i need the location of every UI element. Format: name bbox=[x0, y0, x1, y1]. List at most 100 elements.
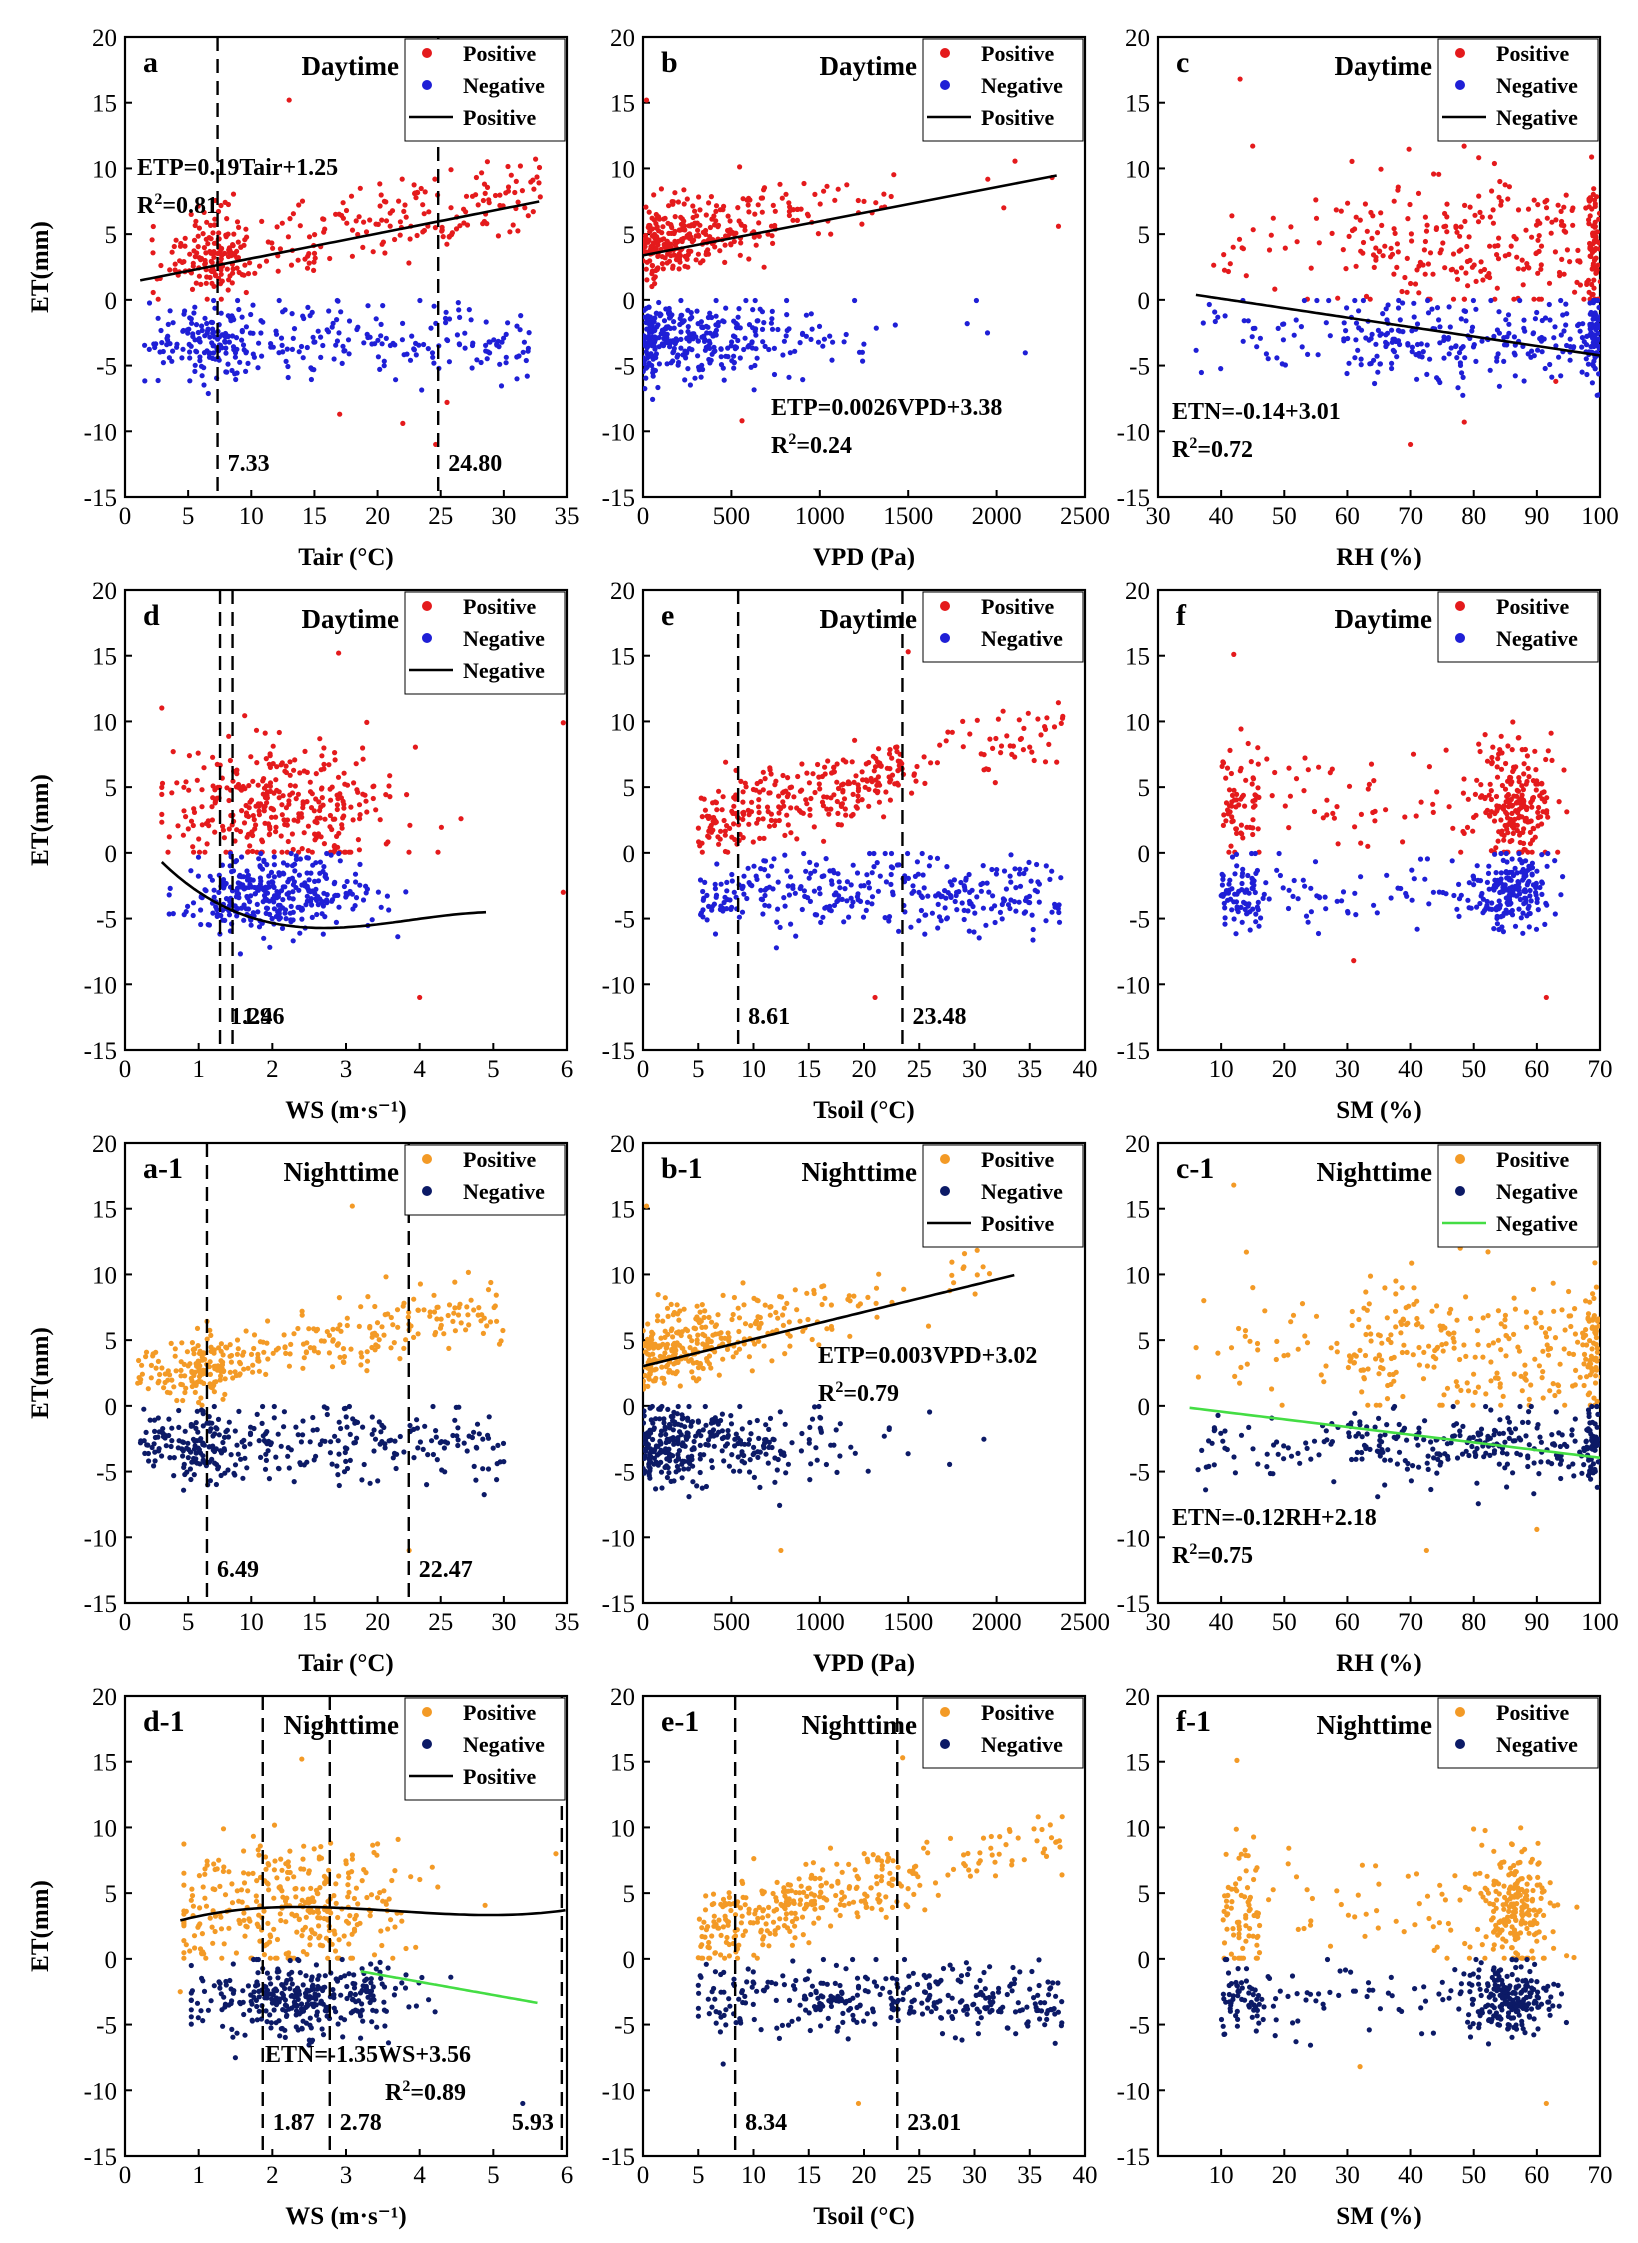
data-point bbox=[195, 750, 201, 756]
data-point bbox=[304, 344, 310, 351]
data-point bbox=[204, 1420, 210, 1426]
data-point bbox=[1422, 876, 1428, 882]
data-point bbox=[262, 896, 268, 902]
data-point bbox=[378, 1429, 384, 1435]
data-point bbox=[1487, 243, 1493, 249]
data-point bbox=[888, 881, 894, 888]
data-point bbox=[229, 333, 236, 339]
data-point bbox=[300, 355, 306, 361]
data-point bbox=[182, 1389, 188, 1396]
data-point bbox=[934, 760, 941, 766]
data-point bbox=[190, 912, 196, 919]
data-point bbox=[347, 1457, 353, 1463]
data-point bbox=[781, 895, 787, 901]
data-point bbox=[867, 850, 873, 857]
data-point bbox=[420, 202, 426, 208]
data-point bbox=[769, 316, 775, 322]
data-point bbox=[478, 1318, 484, 1324]
data-point bbox=[1442, 265, 1448, 271]
data-point bbox=[746, 322, 753, 328]
data-point bbox=[732, 346, 738, 352]
data-point bbox=[394, 1307, 401, 1313]
y-tick-label: -5 bbox=[1129, 907, 1150, 934]
data-point bbox=[200, 1367, 206, 1373]
y-tick-label: 10 bbox=[1125, 709, 1150, 736]
data-point bbox=[1253, 919, 1259, 925]
data-point bbox=[392, 342, 398, 348]
data-point bbox=[848, 882, 854, 888]
data-point bbox=[1558, 208, 1564, 214]
data-point bbox=[214, 1426, 220, 1432]
data-point bbox=[381, 358, 387, 364]
data-point bbox=[1383, 332, 1389, 338]
data-point bbox=[1058, 875, 1064, 881]
data-point bbox=[1221, 812, 1227, 818]
data-point bbox=[749, 799, 755, 805]
data-point bbox=[1465, 897, 1471, 903]
data-point bbox=[670, 263, 676, 269]
data-point bbox=[441, 1331, 447, 1337]
data-point bbox=[369, 917, 375, 923]
data-point bbox=[1250, 831, 1256, 838]
data-point bbox=[1308, 909, 1314, 915]
data-point bbox=[339, 212, 345, 219]
data-point bbox=[367, 217, 373, 223]
data-point bbox=[230, 191, 237, 197]
data-point bbox=[241, 272, 247, 278]
data-point bbox=[1249, 334, 1255, 340]
data-point bbox=[1529, 348, 1535, 354]
data-point bbox=[1588, 253, 1594, 260]
data-point bbox=[1507, 838, 1513, 845]
data-point bbox=[1423, 228, 1430, 234]
data-point bbox=[266, 761, 272, 767]
data-point bbox=[387, 773, 393, 779]
data-point bbox=[1308, 265, 1314, 271]
data-point bbox=[1495, 256, 1502, 262]
plot-frame bbox=[1156, 588, 1602, 1052]
data-point bbox=[319, 795, 325, 801]
x-tick-label: 100 bbox=[1581, 503, 1619, 530]
data-point bbox=[649, 263, 656, 269]
data-point bbox=[342, 849, 349, 855]
data-point bbox=[1042, 724, 1048, 730]
data-point bbox=[1487, 781, 1493, 787]
data-point bbox=[1491, 160, 1497, 167]
data-point bbox=[200, 1423, 206, 1429]
data-point bbox=[284, 849, 290, 855]
data-point bbox=[391, 1340, 397, 1346]
data-point bbox=[821, 873, 827, 879]
data-point bbox=[1396, 297, 1402, 304]
data-point bbox=[241, 1444, 248, 1450]
data-point bbox=[644, 277, 650, 283]
data-point bbox=[158, 262, 164, 269]
data-point bbox=[230, 270, 236, 276]
data-point bbox=[364, 1349, 370, 1355]
data-point bbox=[386, 1438, 392, 1444]
data-point bbox=[344, 782, 351, 788]
data-point bbox=[306, 1326, 312, 1332]
data-point bbox=[379, 217, 385, 223]
data-point bbox=[342, 1449, 348, 1456]
data-point bbox=[806, 875, 812, 881]
data-point bbox=[1313, 215, 1320, 221]
plot-area bbox=[1193, 76, 1600, 448]
data-point bbox=[1471, 262, 1477, 268]
data-point bbox=[261, 857, 267, 863]
data-point bbox=[263, 905, 270, 911]
data-point bbox=[664, 361, 670, 367]
data-point bbox=[169, 1425, 175, 1431]
data-point bbox=[1499, 782, 1505, 789]
data-point bbox=[321, 766, 327, 772]
data-point bbox=[193, 348, 199, 354]
data-point bbox=[255, 1351, 261, 1357]
data-point bbox=[357, 185, 363, 191]
data-point bbox=[1416, 290, 1422, 296]
data-point bbox=[951, 877, 958, 883]
data-point bbox=[386, 907, 392, 913]
data-point bbox=[1388, 895, 1394, 901]
data-point bbox=[1258, 915, 1264, 921]
data-point bbox=[346, 351, 352, 357]
data-point bbox=[724, 906, 730, 912]
data-point bbox=[1494, 913, 1500, 919]
data-point bbox=[514, 376, 520, 382]
